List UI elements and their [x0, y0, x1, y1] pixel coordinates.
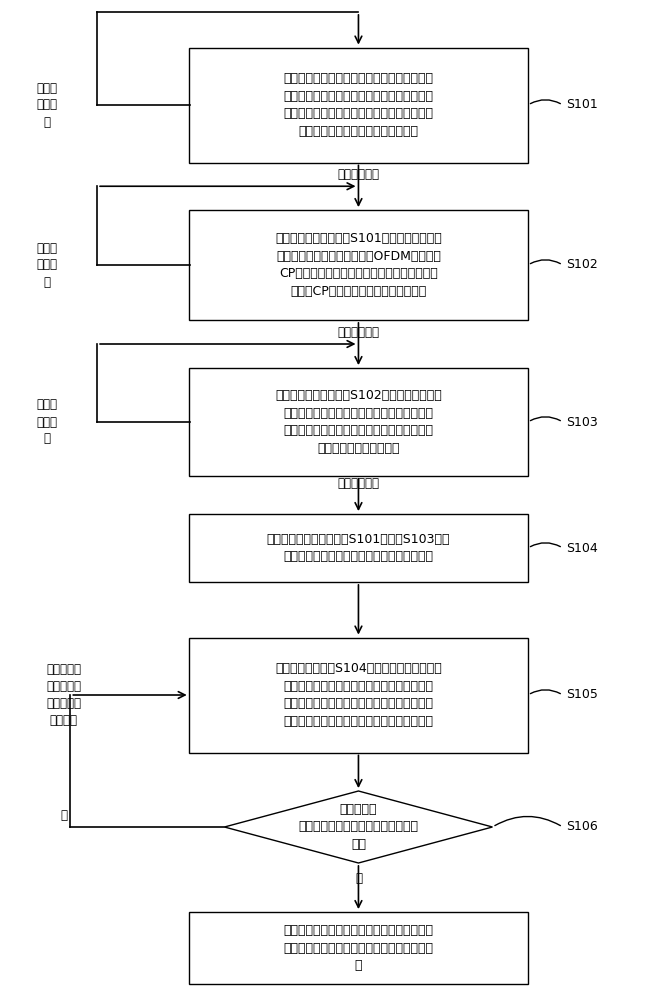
Bar	[190, 514, 528, 582]
Text: 是: 是	[355, 871, 362, 885]
Bar	[190, 368, 528, 476]
Text: 符合第三规则: 符合第三规则	[338, 477, 379, 490]
Text: 数字锁相环达到了锁定状态，所述接收端设备
将接收到的数据传送到后端设备中进行解调处
理: 数字锁相环达到了锁定状态，所述接收端设备 将接收到的数据传送到后端设备中进行解调…	[283, 924, 433, 972]
Text: 所述接收端设备从步骤S101确定的帧头位置开
始，选取若干帧的数据，利用OFDM符号自身
CP的周期重复特性进行移位自相关运算，确定
系统的CP长度，并对帧头位: 所述接收端设备从步骤S101确定的帧头位置开 始，选取若干帧的数据，利用OFDM…	[275, 232, 442, 298]
Bar	[190, 210, 528, 320]
Text: 不符合
第三规
则: 不符合 第三规 则	[36, 398, 58, 446]
Bar	[190, 47, 528, 162]
Text: 符合第二规则: 符合第二规则	[338, 326, 379, 339]
Text: 接收端设备
选择当前处
理的帧的下
一帧数据: 接收端设备 选择当前处 理的帧的下 一帧数据	[46, 663, 81, 727]
Text: S102: S102	[566, 258, 598, 271]
Text: 接收端设备从接收到的数据中，选取预设时间
段内的时域数据，利用前导码符号时域的周期
重复性进行移位自相关运算，确定系统帧长、
帧头位置，以及系统的小数载波频偏: 接收端设备从接收到的数据中，选取预设时间 段内的时域数据，利用前导码符号时域的周…	[283, 72, 433, 138]
Text: S103: S103	[566, 416, 598, 428]
Text: 接收端设备从步骤S104初始化的帧头位置开始
，选取出一个前导码符号，在时域上补偿载波
频偏，利用前导码的频域相关性，确定系统残
留的定时误差，并更新数字锁相环: 接收端设备从步骤S104初始化的帧头位置开始 ，选取出一个前导码符号，在时域上补…	[275, 662, 442, 728]
Text: S101: S101	[566, 99, 598, 111]
Text: 否: 否	[60, 809, 67, 822]
Text: S105: S105	[566, 688, 598, 702]
Text: 接收端设备
判断更新的的定时误差是否低于预设
阈值: 接收端设备 判断更新的的定时误差是否低于预设 阈值	[298, 803, 419, 851]
Text: 所述接收端设备根据步骤S101至步骤S103的处
理结果，对数字锁相环的状态信息进行初始化: 所述接收端设备根据步骤S101至步骤S103的处 理结果，对数字锁相环的状态信息…	[267, 533, 450, 563]
Text: 不符合
第二规
则: 不符合 第二规 则	[36, 241, 58, 288]
Text: 符合第一规则: 符合第一规则	[338, 168, 379, 181]
Bar	[190, 638, 528, 752]
Polygon shape	[224, 791, 492, 863]
Text: S104: S104	[566, 542, 598, 554]
Bar	[190, 912, 528, 984]
Text: 不符合
第一规
则: 不符合 第一规 则	[36, 82, 58, 128]
Text: 所述接收端设备从步骤S102更新的帧头位置开
始，选取出一个前导码符号，在时域上补偿小
数载波频偏，然后利用前导码的频域相关性，
确定系统的整数载波频偏: 所述接收端设备从步骤S102更新的帧头位置开 始，选取出一个前导码符号，在时域上…	[275, 389, 442, 455]
Text: S106: S106	[566, 820, 598, 834]
